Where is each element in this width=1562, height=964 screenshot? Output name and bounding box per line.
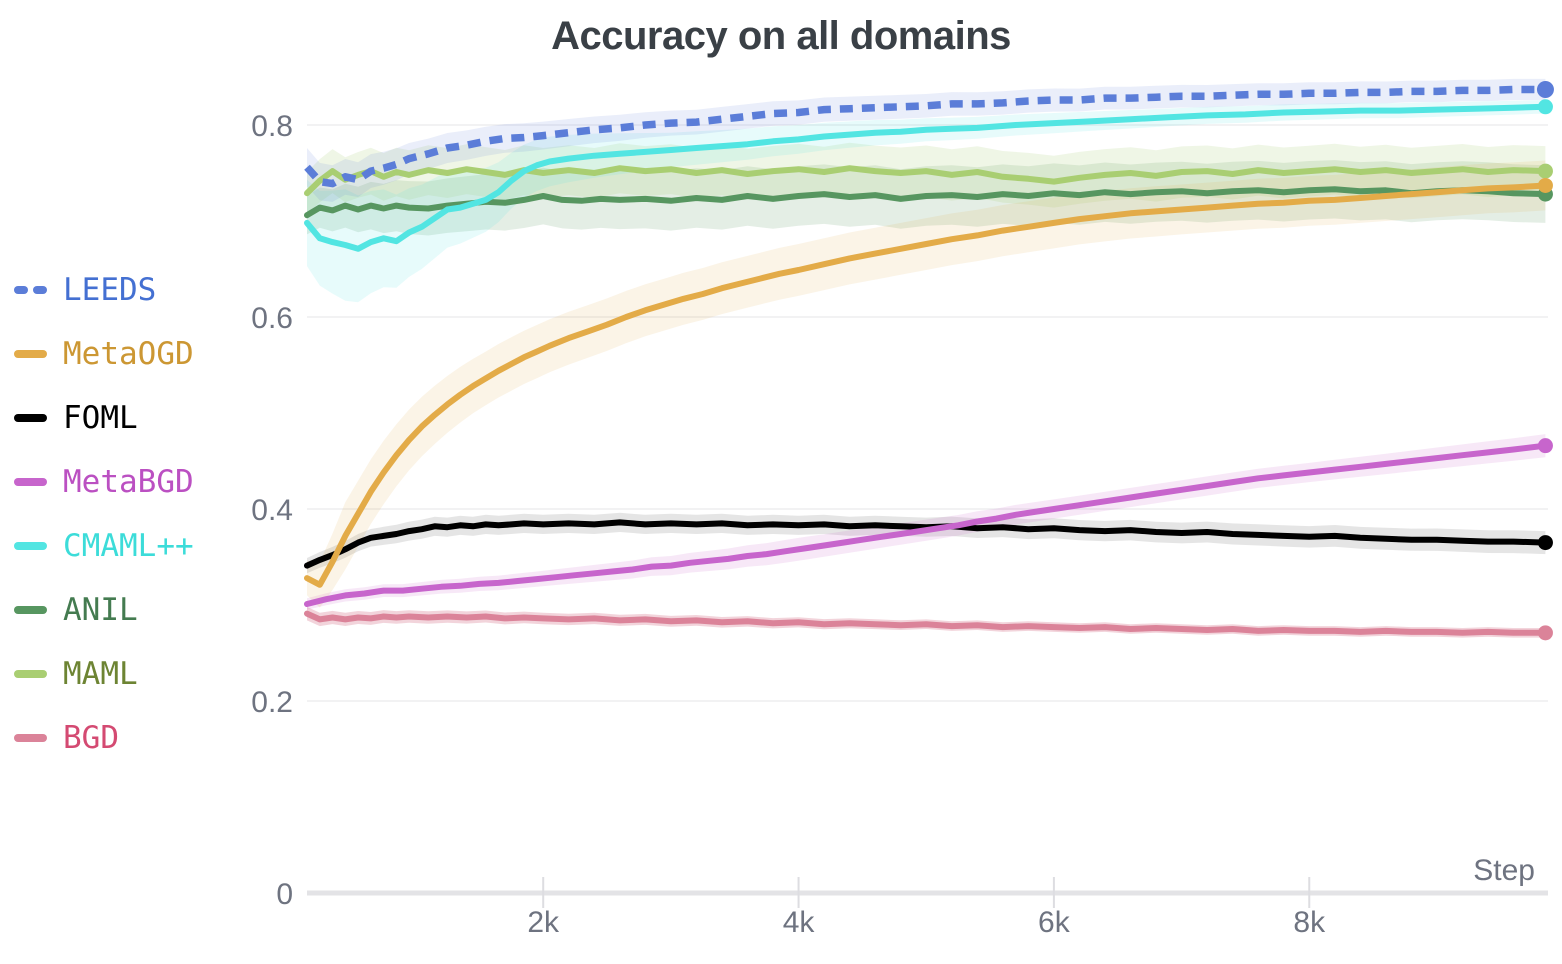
legend-swatch-anil xyxy=(14,606,47,614)
chart-title: Accuracy on all domains xyxy=(551,14,1011,58)
series-line-leeds xyxy=(304,85,1546,188)
series-band-foml xyxy=(307,512,1546,574)
legend-label-anil: ANIL xyxy=(63,591,138,628)
legend-swatch-foml xyxy=(14,414,47,422)
y-tick-label-0.6: 0.6 xyxy=(251,302,293,335)
series-line-maml xyxy=(304,165,1549,197)
y-tick-label-0.2: 0.2 xyxy=(251,686,293,719)
legend-swatch-maml xyxy=(14,670,47,678)
legend-item-maml[interactable]: MAML xyxy=(14,654,138,694)
series-end-dot-cmamlplusplus xyxy=(1537,99,1553,115)
x-tick-label-2k: 2k xyxy=(527,906,560,939)
series-band-metaogd xyxy=(307,160,1546,608)
series-line-foml xyxy=(304,519,1549,569)
legend-swatch-metaogd xyxy=(14,350,47,358)
legend-label-metaogd: MetaOGD xyxy=(63,335,194,372)
legend-item-bgd[interactable]: BGD xyxy=(14,718,119,758)
series-band-cmamlplusplus xyxy=(307,100,1546,303)
series-line-bgd xyxy=(304,610,1549,636)
legend-swatch-leeds xyxy=(14,286,47,294)
legend-item-anil[interactable]: ANIL xyxy=(14,590,138,630)
series-band-maml xyxy=(307,142,1546,215)
y-tick-label-0: 0 xyxy=(276,878,293,911)
legend-item-leeds[interactable]: LEEDS xyxy=(14,270,156,310)
legend-item-metaogd[interactable]: MetaOGD xyxy=(14,334,194,374)
legend-label-bgd: BGD xyxy=(63,719,119,756)
legend-item-metabgd[interactable]: MetaBGD xyxy=(14,462,194,502)
legend-label-metabgd: MetaBGD xyxy=(63,463,194,500)
legend-label-maml: MAML xyxy=(63,655,138,692)
legend-swatch-metabgd xyxy=(14,478,47,486)
x-tick-label-4k: 4k xyxy=(783,906,816,939)
x-axis-label: Step xyxy=(1473,854,1535,887)
series-line-anil xyxy=(304,186,1549,219)
series-end-dot-leeds xyxy=(1536,80,1554,98)
legend-item-foml[interactable]: FOML xyxy=(14,398,138,438)
legend-label-cmamlplusplus: CMAML++ xyxy=(63,527,194,564)
series-line-metaogd xyxy=(304,182,1549,588)
legend-swatch-bgd xyxy=(14,734,47,742)
legend-label-leeds: LEEDS xyxy=(63,271,157,308)
legend-swatch-cmamlplusplus xyxy=(14,542,47,550)
series-end-dot-foml xyxy=(1537,535,1553,551)
series-end-dot-maml xyxy=(1537,163,1553,179)
y-tick-label-0.8: 0.8 xyxy=(251,110,293,143)
x-tick-label-8k: 8k xyxy=(1293,906,1326,939)
legend-label-foml: FOML xyxy=(63,399,138,436)
y-tick-label-0.4: 0.4 xyxy=(251,494,293,527)
series-line-cmamlplusplus xyxy=(304,103,1549,252)
series-line-metabgd xyxy=(304,442,1549,607)
series-band-metabgd xyxy=(307,434,1546,610)
series-end-dot-bgd xyxy=(1537,625,1553,641)
x-tick-label-6k: 6k xyxy=(1038,906,1071,939)
series-end-dot-metabgd xyxy=(1537,438,1553,454)
legend-item-cmamlplusplus[interactable]: CMAML++ xyxy=(14,526,194,566)
series-end-dot-metaogd xyxy=(1537,177,1553,193)
